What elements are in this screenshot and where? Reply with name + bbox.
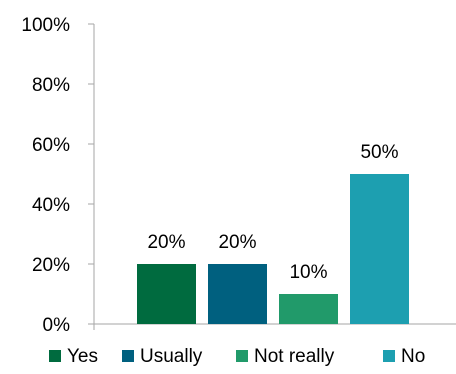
legend-swatch (383, 350, 395, 362)
legend-swatch (49, 350, 61, 362)
bar-usually (208, 264, 267, 324)
legend: Yes Usually Not really No (49, 346, 425, 367)
y-axis: 0% 20% 40% 60% 80% 100% (21, 15, 95, 336)
bar-yes (137, 264, 196, 324)
data-label: 20% (218, 232, 256, 253)
y-tick-label: 80% (32, 75, 70, 96)
legend-label: Usually (140, 346, 203, 367)
y-tick-label: 20% (32, 255, 70, 276)
legend-swatch (122, 350, 134, 362)
bar-series (137, 174, 409, 324)
data-label: 20% (147, 232, 185, 253)
data-label: 10% (289, 262, 327, 283)
legend-swatch (236, 350, 248, 362)
bar-no (350, 174, 409, 324)
legend-label: Not really (254, 346, 335, 367)
y-tick-label: 60% (32, 135, 70, 156)
legend-label: No (401, 346, 425, 367)
x-axis (93, 323, 456, 330)
data-labels: 20% 20% 10% 50% (147, 142, 398, 283)
legend-label: Yes (67, 346, 98, 367)
y-tick-label: 100% (21, 15, 70, 36)
y-tick-label: 40% (32, 195, 70, 216)
y-tick-label: 0% (43, 315, 71, 336)
data-label: 50% (360, 142, 398, 163)
bar-not-really (279, 294, 338, 324)
